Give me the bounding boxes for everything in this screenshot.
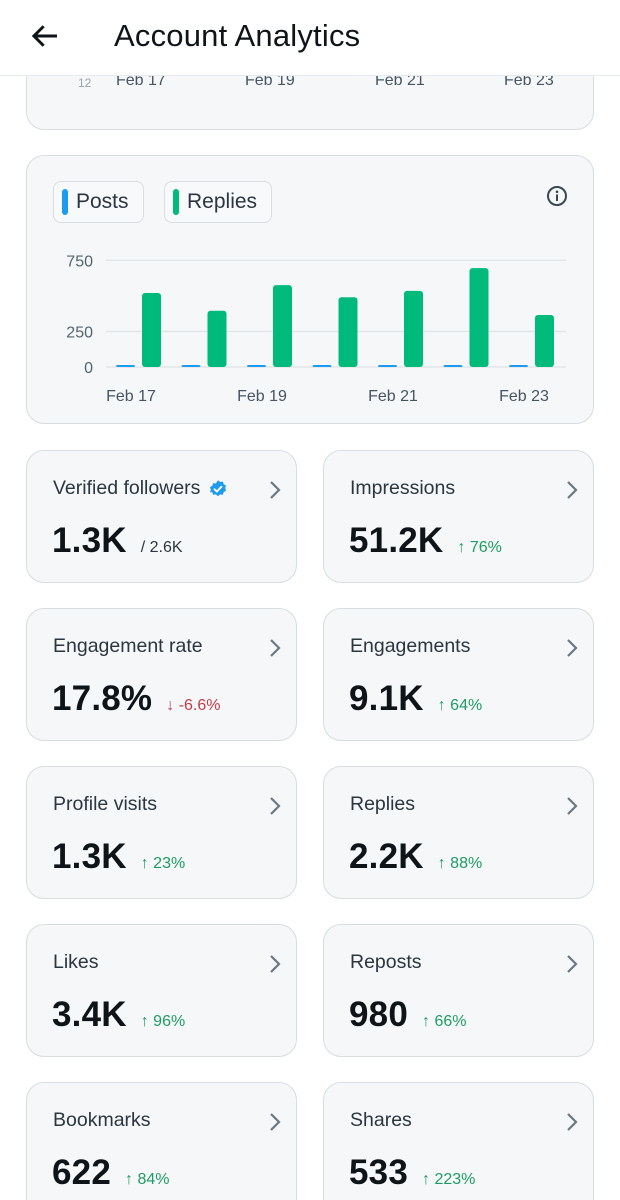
stat-value: 980	[349, 995, 408, 1034]
stat-card-likes[interactable]: Likes 3.4K ↑ 96%	[26, 924, 297, 1057]
stat-label-wrap: Verified followers	[53, 477, 228, 500]
stat-value-wrap: 2.2K ↑ 88%	[349, 837, 482, 877]
stat-card-impressions[interactable]: Impressions 51.2K ↑ 76%	[323, 450, 594, 583]
back-button[interactable]	[24, 14, 68, 58]
legend-posts-toggle[interactable]: Posts	[53, 181, 144, 223]
chevron-right-icon	[270, 955, 281, 973]
stat-label: Shares	[350, 1109, 412, 1131]
chevron-right-icon	[270, 639, 281, 657]
stat-value: 533	[349, 1153, 408, 1192]
stat-card-engagement-rate[interactable]: Engagement rate 17.8% ↓ -6.6%	[26, 608, 297, 741]
stat-total: / 2.6K	[140, 539, 183, 556]
stat-delta: ↑ 88%	[437, 855, 483, 872]
stat-delta: ↑ 76%	[457, 539, 502, 556]
chevron-right-icon	[270, 1113, 281, 1131]
stat-card-engagements[interactable]: Engagements 9.1K ↑ 64%	[323, 608, 594, 741]
stat-value: 51.2K	[349, 521, 444, 560]
stat-delta: ↑ 66%	[422, 1013, 467, 1030]
stat-delta: ↑ 23%	[140, 855, 186, 872]
page-title: Account Analytics	[114, 18, 361, 53]
stat-value: 17.8%	[52, 679, 153, 718]
stat-label: Bookmarks	[53, 1109, 151, 1131]
legend-replies-label: Replies	[187, 190, 258, 213]
stat-value-wrap: 1.3K / 2.6K	[52, 521, 183, 561]
stat-delta: ↑ 223%	[422, 1171, 476, 1188]
top-chart-x-tick: Feb 19	[245, 72, 295, 89]
stat-label: Verified followers	[53, 477, 201, 499]
top-chart-x-tick: Feb 23	[504, 72, 554, 89]
stat-card-shares[interactable]: Shares 533 ↑ 223%	[323, 1082, 594, 1200]
stat-delta: ↑ 64%	[437, 697, 483, 714]
info-button[interactable]	[545, 184, 569, 208]
replies-swatch	[173, 189, 179, 215]
chevron-right-icon	[567, 481, 578, 499]
stat-value-wrap: 9.1K ↑ 64%	[349, 679, 482, 719]
stat-label: Replies	[350, 793, 416, 815]
stat-card-replies[interactable]: Replies 2.2K ↑ 88%	[323, 766, 594, 899]
stat-value: 2.2K	[349, 837, 424, 876]
stat-value-wrap: 51.2K ↑ 76%	[349, 521, 502, 561]
legend-replies-toggle[interactable]: Replies	[164, 181, 273, 223]
stat-label: Engagements	[350, 635, 471, 657]
stat-value-wrap: 17.8% ↓ -6.6%	[52, 679, 221, 719]
stat-label: Reposts	[350, 951, 422, 973]
stat-value-wrap: 533 ↑ 223%	[349, 1153, 475, 1193]
stat-delta: ↓ -6.6%	[166, 697, 221, 714]
stat-delta: ↑ 84%	[125, 1171, 170, 1188]
stat-value-wrap: 980 ↑ 66%	[349, 995, 466, 1035]
stat-label: Engagement rate	[53, 635, 203, 657]
chevron-right-icon	[567, 955, 578, 973]
stat-value-wrap: 1.3K ↑ 23%	[52, 837, 185, 877]
stat-value: 1.3K	[52, 521, 127, 560]
stat-value-wrap: 622 ↑ 84%	[52, 1153, 169, 1193]
stat-value-wrap: 3.4K ↑ 96%	[52, 995, 185, 1035]
top-chart-x-tick: Feb 21	[375, 72, 425, 89]
stat-label: Profile visits	[53, 793, 158, 815]
stat-label: Likes	[53, 951, 99, 973]
stat-value: 9.1K	[349, 679, 424, 718]
posts-swatch	[62, 189, 68, 215]
stat-value: 622	[52, 1153, 111, 1192]
stat-card-profile-visits[interactable]: Profile visits 1.3K ↑ 23%	[26, 766, 297, 899]
top-chart-x-tick: Feb 17	[116, 72, 166, 89]
verified-badge-icon	[210, 479, 227, 496]
top-app-bar: Account Analytics	[0, 0, 620, 76]
arrow-left-icon	[31, 25, 57, 47]
stat-card-bookmarks[interactable]: Bookmarks 622 ↑ 84%	[26, 1082, 297, 1200]
chevron-right-icon	[270, 797, 281, 815]
info-icon	[547, 186, 567, 206]
stat-delta: ↑ 96%	[140, 1013, 186, 1030]
stat-label: Impressions	[350, 477, 456, 499]
stat-card-reposts[interactable]: Reposts 980 ↑ 66%	[323, 924, 594, 1057]
stat-value: 1.3K	[52, 837, 127, 876]
chevron-right-icon	[270, 481, 281, 499]
stat-card-verified-followers[interactable]: Verified followers 1.3K / 2.6K	[26, 450, 297, 583]
chevron-right-icon	[567, 1113, 578, 1131]
stat-value: 3.4K	[52, 995, 127, 1034]
legend-posts-label: Posts	[76, 190, 129, 213]
chevron-right-icon	[567, 639, 578, 657]
chevron-right-icon	[567, 797, 578, 815]
partial-y-tick: 12	[78, 76, 92, 90]
